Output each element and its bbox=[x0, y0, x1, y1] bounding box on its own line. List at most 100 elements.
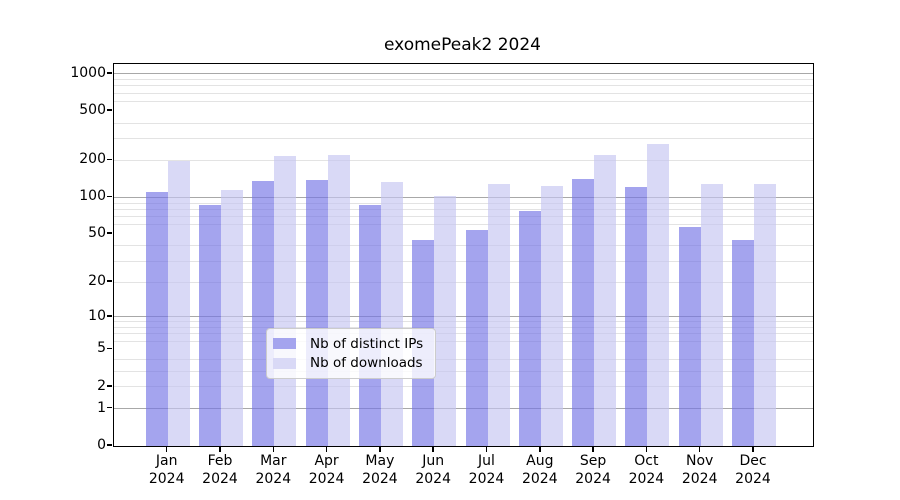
x-tick-label: Jun 2024 bbox=[415, 453, 451, 487]
legend-label-distinct-ips: Nb of distinct IPs bbox=[310, 335, 424, 352]
y-tick-mark bbox=[106, 347, 112, 350]
legend-swatch-downloads bbox=[273, 357, 296, 369]
gridline-minor bbox=[114, 386, 813, 388]
bar-downloads-apr-2024 bbox=[327, 154, 350, 446]
y-tick-mark bbox=[106, 280, 112, 282]
bar-distinct-ips-apr-2024 bbox=[305, 179, 328, 446]
bar-distinct-ips-jul-2024 bbox=[465, 230, 488, 446]
x-tick-label: Jul 2024 bbox=[468, 453, 505, 487]
bar-downloads-feb-2024 bbox=[221, 190, 243, 446]
bar-distinct-ips-may-2024 bbox=[358, 205, 381, 446]
y-tick-label: 5 bbox=[97, 340, 106, 357]
x-tick-label: Nov 2024 bbox=[681, 453, 718, 487]
bar-downloads-aug-2024 bbox=[540, 185, 563, 446]
bar-downloads-jun-2024 bbox=[434, 195, 457, 446]
y-tick-mark bbox=[106, 158, 112, 161]
x-tick-mark bbox=[539, 446, 541, 452]
gridline-minor bbox=[114, 100, 813, 102]
gridline-major bbox=[114, 408, 813, 410]
gridline-minor bbox=[114, 321, 813, 323]
gridline-minor bbox=[114, 159, 813, 161]
gridline-major bbox=[114, 73, 813, 75]
y-tick-label: 0 bbox=[97, 437, 106, 453]
x-tick-mark bbox=[219, 446, 221, 452]
y-tick-label: 1000 bbox=[70, 64, 106, 81]
bar-distinct-ips-mar-2024 bbox=[252, 180, 275, 446]
bar-downloads-jul-2024 bbox=[487, 183, 510, 446]
bar-distinct-ips-oct-2024 bbox=[625, 186, 648, 446]
gridline-minor bbox=[114, 358, 813, 360]
y-tick-label: 2 bbox=[97, 377, 106, 394]
gridline-minor bbox=[114, 333, 813, 335]
bar-downloads-mar-2024 bbox=[274, 155, 297, 446]
gridline-minor bbox=[114, 202, 813, 204]
x-tick-label: Oct 2024 bbox=[628, 453, 665, 487]
gridline-minor bbox=[114, 340, 813, 342]
y-tick-mark bbox=[106, 72, 112, 74]
gridline-minor bbox=[114, 78, 813, 80]
x-tick-mark bbox=[165, 446, 168, 452]
chart-title: exomePeak2 2024 bbox=[384, 35, 541, 55]
y-tick-label: 1 bbox=[97, 399, 106, 416]
y-tick-label: 500 bbox=[79, 102, 106, 119]
bar-downloads-may-2024 bbox=[380, 182, 403, 446]
x-tick-mark bbox=[432, 446, 434, 452]
x-tick-label: Dec 2024 bbox=[735, 453, 771, 487]
y-tick-mark bbox=[106, 195, 112, 198]
legend-label-downloads: Nb of downloads bbox=[310, 355, 423, 372]
gridline-minor bbox=[114, 245, 813, 247]
y-tick-label: 200 bbox=[79, 151, 106, 168]
y-tick-mark bbox=[106, 109, 112, 111]
bar-distinct-ips-nov-2024 bbox=[678, 227, 701, 446]
bar-downloads-sep-2024 bbox=[594, 155, 617, 446]
bar-downloads-dec-2024 bbox=[754, 183, 776, 446]
x-tick-mark bbox=[752, 446, 754, 452]
y-tick-mark bbox=[106, 385, 112, 387]
y-tick-mark bbox=[106, 315, 112, 317]
x-tick-label: Feb 2024 bbox=[202, 453, 238, 487]
legend: Nb of distinct IPs Nb of downloads bbox=[266, 328, 437, 379]
legend-item-downloads: Nb of downloads bbox=[273, 354, 423, 374]
x-tick-label: Aug 2024 bbox=[521, 453, 558, 487]
y-tick-mark bbox=[106, 232, 112, 234]
plot-area bbox=[113, 63, 814, 447]
gridline-minor bbox=[114, 327, 813, 329]
gridline-major bbox=[114, 316, 813, 318]
bar-downloads-jan-2024 bbox=[167, 161, 190, 446]
bar-distinct-ips-aug-2024 bbox=[518, 210, 541, 446]
x-tick-label: Sep 2024 bbox=[575, 453, 611, 487]
gridline-minor bbox=[114, 92, 813, 94]
y-tick-label: 100 bbox=[79, 188, 106, 205]
gridline-minor bbox=[114, 215, 813, 217]
bar-downloads-nov-2024 bbox=[700, 183, 723, 446]
x-tick-mark bbox=[592, 446, 594, 452]
x-tick-mark bbox=[325, 446, 328, 452]
gridline-minor bbox=[114, 281, 813, 283]
bar-distinct-ips-sep-2024 bbox=[572, 179, 595, 446]
x-tick-mark bbox=[379, 446, 381, 452]
x-tick-mark bbox=[272, 446, 275, 452]
legend-swatch-distinct-ips bbox=[273, 338, 296, 350]
x-tick-label: Apr 2024 bbox=[308, 453, 345, 487]
x-tick-label: Jan 2024 bbox=[148, 453, 185, 487]
gridline-minor bbox=[114, 260, 813, 262]
gridline-major bbox=[114, 196, 813, 198]
bar-distinct-ips-feb-2024 bbox=[199, 204, 221, 446]
x-tick-mark bbox=[645, 446, 648, 452]
y-tick-label: 50 bbox=[88, 225, 106, 242]
x-tick-mark bbox=[698, 446, 701, 452]
gridline-minor bbox=[114, 208, 813, 210]
y-tick-label: 10 bbox=[88, 307, 106, 324]
gridline-minor bbox=[114, 370, 813, 372]
gridline-minor bbox=[114, 122, 813, 124]
legend-item-distinct-ips: Nb of distinct IPs bbox=[273, 334, 423, 354]
y-tick-mark bbox=[106, 406, 112, 409]
x-tick-label: May 2024 bbox=[362, 453, 398, 487]
x-tick-label: Mar 2024 bbox=[255, 453, 292, 487]
y-tick-label: 20 bbox=[88, 272, 106, 289]
bar-distinct-ips-jan-2024 bbox=[145, 192, 168, 446]
gridline-minor bbox=[114, 85, 813, 87]
bar-downloads-oct-2024 bbox=[647, 144, 670, 446]
bar-distinct-ips-dec-2024 bbox=[732, 239, 754, 446]
